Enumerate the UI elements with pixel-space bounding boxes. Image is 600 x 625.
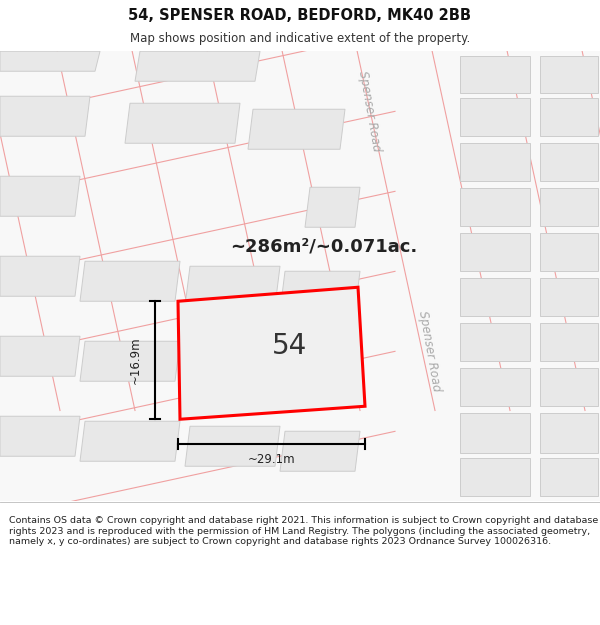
Polygon shape	[540, 98, 598, 136]
Polygon shape	[460, 278, 530, 316]
Polygon shape	[80, 421, 180, 461]
Polygon shape	[280, 431, 360, 471]
Polygon shape	[540, 233, 598, 271]
Polygon shape	[540, 368, 598, 406]
Text: ~286m²/~0.071ac.: ~286m²/~0.071ac.	[230, 238, 417, 255]
Polygon shape	[80, 341, 180, 381]
Polygon shape	[280, 271, 360, 311]
Polygon shape	[540, 458, 598, 496]
Polygon shape	[460, 188, 530, 226]
Polygon shape	[185, 426, 280, 466]
Polygon shape	[248, 109, 345, 149]
Polygon shape	[0, 176, 80, 216]
Text: Map shows position and indicative extent of the property.: Map shows position and indicative extent…	[130, 32, 470, 45]
Polygon shape	[0, 256, 80, 296]
Polygon shape	[352, 51, 453, 501]
Polygon shape	[125, 103, 240, 143]
Text: 54, SPENSER ROAD, BEDFORD, MK40 2BB: 54, SPENSER ROAD, BEDFORD, MK40 2BB	[128, 8, 472, 23]
Polygon shape	[540, 278, 598, 316]
Polygon shape	[178, 288, 365, 419]
Polygon shape	[460, 56, 530, 93]
Polygon shape	[540, 413, 598, 453]
Text: ~29.1m: ~29.1m	[248, 452, 295, 466]
Polygon shape	[305, 188, 360, 228]
Polygon shape	[135, 51, 260, 81]
Polygon shape	[80, 261, 180, 301]
Polygon shape	[460, 368, 530, 406]
Polygon shape	[0, 96, 90, 136]
Polygon shape	[185, 266, 280, 306]
Polygon shape	[460, 413, 530, 453]
Polygon shape	[0, 51, 600, 86]
Polygon shape	[0, 51, 100, 71]
Polygon shape	[460, 458, 530, 496]
Polygon shape	[0, 336, 80, 376]
Polygon shape	[540, 143, 598, 181]
Polygon shape	[460, 233, 530, 271]
Polygon shape	[540, 188, 598, 226]
Polygon shape	[280, 351, 360, 391]
Polygon shape	[0, 416, 80, 456]
Polygon shape	[460, 323, 530, 361]
Text: Contains OS data © Crown copyright and database right 2021. This information is : Contains OS data © Crown copyright and d…	[9, 516, 598, 546]
Text: ~16.9m: ~16.9m	[128, 336, 142, 384]
Text: Spenser Road: Spenser Road	[416, 310, 443, 392]
Polygon shape	[460, 143, 530, 181]
Polygon shape	[540, 323, 598, 361]
Polygon shape	[460, 98, 530, 136]
Text: 54: 54	[272, 332, 308, 360]
Polygon shape	[540, 56, 598, 93]
Text: Spenser Road: Spenser Road	[356, 70, 383, 152]
Polygon shape	[185, 346, 280, 386]
